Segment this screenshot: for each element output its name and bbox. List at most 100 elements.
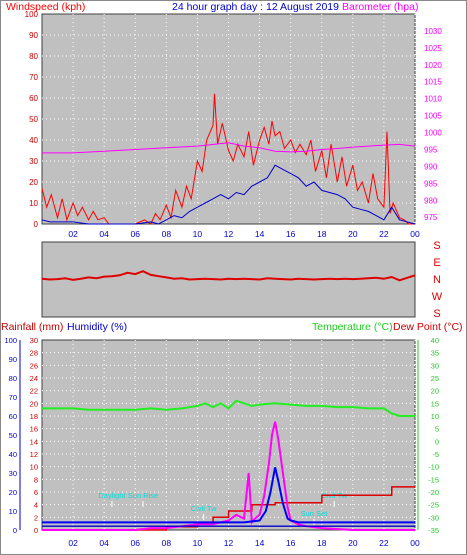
- right-tick-label: 990: [424, 162, 438, 171]
- x-tick-label: 20: [348, 538, 358, 548]
- temperature-tick-label: 25: [431, 374, 439, 383]
- x-tick-label: 16: [286, 538, 296, 548]
- x-tick-label: 14: [255, 229, 265, 239]
- temperature-tick-label: 40: [431, 336, 439, 345]
- series-line-temp: [42, 399, 415, 417]
- rain-tick-label: 2: [34, 513, 38, 522]
- x-tick-label: 06: [131, 538, 141, 548]
- x-tick-label: 08: [162, 538, 172, 548]
- rain-tick-label: 28: [30, 349, 38, 358]
- rain-tick-label: 30: [30, 336, 38, 345]
- humidity-tick-label: 80: [9, 374, 17, 383]
- right-tick-label: 1010: [424, 95, 442, 104]
- series-line-baro: [42, 142, 416, 154]
- temperature-tick-label: 5: [435, 425, 439, 434]
- humidity-tick-label: 10: [9, 507, 17, 516]
- x-tick-label: 18: [317, 538, 327, 548]
- direction-label: N: [433, 274, 441, 286]
- left-tick-label: 100: [25, 10, 39, 19]
- temperature-tick-label: -25: [428, 501, 439, 510]
- direction-label: S: [433, 240, 440, 252]
- temperature-tick-label: 15: [431, 399, 439, 408]
- right-tick-label: 1000: [424, 129, 442, 138]
- barometer-label: Barometer (hpa): [342, 1, 418, 13]
- left-tick-label: 60: [29, 94, 38, 103]
- right-tick-label: 1020: [424, 61, 442, 70]
- x-tick-label: 00: [410, 538, 420, 548]
- left-tick-label: 90: [29, 31, 38, 40]
- temperature-label: Temperature (°C): [312, 321, 393, 333]
- humidity-tick-label: 20: [9, 488, 17, 497]
- series-line-uv: [42, 467, 415, 524]
- rainfall-label: Rainfall (mm): [1, 321, 63, 333]
- rain-tick-label: 8: [34, 475, 38, 484]
- x-tick-label: 06: [131, 229, 141, 239]
- rain-tick-label: 6: [34, 488, 38, 497]
- left-tick-label: 0: [34, 220, 39, 229]
- humidity-tick-label: 70: [9, 393, 17, 402]
- x-tick-label: 22: [379, 229, 389, 239]
- temperature-tick-label: 30: [431, 361, 439, 370]
- temperature-tick-label: 0: [435, 437, 439, 446]
- series-line-avg: [41, 164, 416, 225]
- x-tick-label: 02: [68, 229, 78, 239]
- x-tick-label: 18: [317, 229, 327, 239]
- x-tick-label: 10: [193, 229, 203, 239]
- x-tick-label: 00: [410, 229, 420, 239]
- chart-title: 24 hour graph day : 12 August 2019: [172, 1, 339, 13]
- humidity-tick-label: 100: [4, 336, 17, 345]
- daylight-annotation: Daylight: [98, 491, 126, 500]
- temperature-tick-label: -20: [428, 488, 439, 497]
- temperature-tick-label: 20: [431, 387, 439, 396]
- right-tick-label: 980: [424, 196, 438, 205]
- right-tick-label: 985: [424, 179, 438, 188]
- rain-tick-label: 20: [30, 399, 38, 408]
- right-tick-label: 1025: [424, 44, 442, 53]
- left-tick-label: 70: [29, 73, 38, 82]
- x-tick-label: 02: [68, 538, 78, 548]
- daylight-annotation: Civil Tw: [191, 504, 217, 513]
- wind-chart-layer: 02 04 06 08 10 12 14 16 18 20 22 000102030405060708…: [25, 10, 443, 239]
- rain-chart-layer: 02 04 06 08 10 12 14 16 18 20 22 000246810121416182…: [4, 336, 439, 548]
- x-tick-label: 08: [162, 229, 172, 239]
- humidity-tick-label: 50: [9, 431, 17, 440]
- rain-tick-label: 26: [30, 361, 38, 370]
- direction-label: W: [432, 291, 443, 303]
- right-tick-label: 1030: [424, 27, 442, 36]
- temperature-tick-label: -5: [432, 450, 439, 459]
- daylight-annotation: Sun Set: [301, 509, 329, 518]
- rain-tick-label: 10: [30, 463, 38, 472]
- temperature-tick-label: -30: [428, 513, 439, 522]
- temperature-tick-label: 10: [431, 412, 439, 421]
- humidity-tick-label: 0: [13, 526, 17, 535]
- rain-tick-label: 4: [34, 501, 38, 510]
- x-tick-label: 16: [286, 229, 296, 239]
- rain-plot-area: [41, 339, 416, 531]
- humidity-tick-label: 90: [9, 355, 17, 364]
- direction-label: E: [433, 257, 440, 269]
- x-tick-label: 04: [99, 229, 109, 239]
- temperature-tick-label: -15: [428, 475, 439, 484]
- rain-tick-label: 12: [30, 450, 38, 459]
- rain-tick-label: 22: [30, 387, 38, 396]
- daylight-annotation: Sun Rise: [128, 491, 158, 500]
- windspeed-label: Windspeed (kph): [6, 1, 85, 13]
- series-line-gust: [41, 93, 415, 225]
- x-tick-label: 22: [379, 538, 389, 548]
- rain-tick-label: 24: [30, 374, 38, 383]
- left-tick-label: 10: [29, 199, 38, 208]
- rain-tick-label: 18: [30, 412, 38, 421]
- left-tick-label: 20: [29, 178, 38, 187]
- series-line-dir: [41, 270, 416, 282]
- temperature-tick-label: -35: [428, 526, 439, 535]
- left-tick-label: 40: [29, 136, 38, 145]
- rain-tick-label: 16: [30, 425, 38, 434]
- humidity-tick-label: 30: [9, 469, 17, 478]
- rain-tick-label: 0: [34, 526, 38, 535]
- x-tick-label: 20: [348, 229, 358, 239]
- humidity-tick-label: 40: [9, 450, 17, 459]
- rain-tick-label: 14: [30, 437, 38, 446]
- right-tick-label: 1015: [424, 78, 442, 87]
- right-tick-label: 1005: [424, 112, 442, 121]
